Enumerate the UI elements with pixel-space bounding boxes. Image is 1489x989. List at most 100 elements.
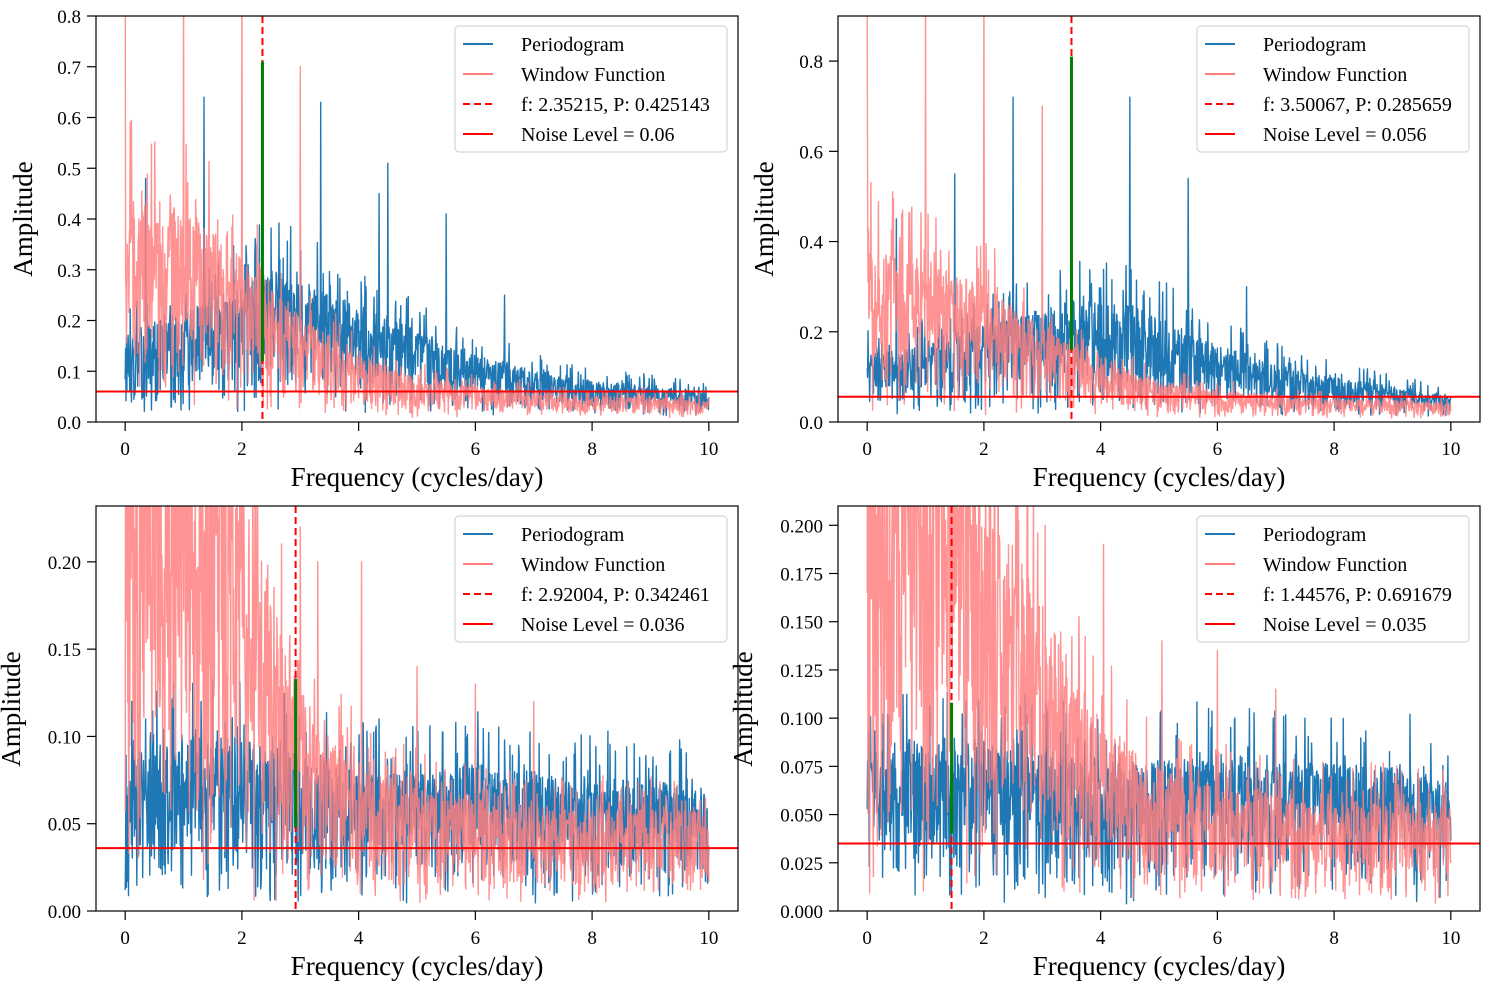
axes-frame bbox=[837, 505, 1481, 912]
y-tick-label: 0.6 bbox=[799, 142, 823, 163]
y-axis-label: Amplitude bbox=[0, 651, 26, 767]
x-axis-label: Frequency (cycles/day) bbox=[291, 951, 544, 981]
x-tick-label: 0 bbox=[862, 928, 872, 949]
y-tick-label: 0.2 bbox=[799, 323, 823, 344]
y-tick-label: 0.2 bbox=[57, 312, 81, 333]
y-tick-label: 0.4 bbox=[57, 210, 81, 231]
y-tick-label: 0.5 bbox=[57, 159, 81, 180]
legend-label: Periodogram bbox=[521, 34, 625, 56]
x-tick-label: 8 bbox=[587, 928, 597, 949]
x-tick-label: 4 bbox=[1096, 439, 1106, 460]
y-tick-label: 0.00 bbox=[48, 902, 81, 923]
y-tick-label: 0.150 bbox=[780, 613, 823, 634]
legend-label: f: 3.50067, P: 0.285659 bbox=[1263, 94, 1452, 116]
legend-label: f: 2.92004, P: 0.342461 bbox=[521, 584, 710, 606]
legend: Periodogram Window Function f: 2.92004, P:… bbox=[454, 515, 728, 643]
x-tick-label: 0 bbox=[120, 439, 130, 460]
x-tick-label: 6 bbox=[1213, 928, 1223, 949]
plot-area bbox=[838, 506, 1480, 911]
x-tick-label: 10 bbox=[1441, 928, 1460, 949]
y-tick-label: 0.000 bbox=[780, 902, 823, 923]
legend-label: Window Function bbox=[521, 64, 665, 86]
legend-label: Noise Level = 0.06 bbox=[521, 124, 674, 146]
legend-label: f: 2.35215, P: 0.425143 bbox=[521, 94, 710, 116]
window-function-line bbox=[124, 506, 710, 903]
subplot-top-right: 0 2 4 6 8 10 0.0 0.2 0.4 0.6 0.8 Frequency (cycles/… bbox=[749, 15, 1481, 492]
y-tick-label: 0.0 bbox=[57, 413, 81, 434]
subplot-top-left: 0 2 4 6 8 10 0.0 0.1 0.2 0.3 0.4 0.5 0.6 0.7 0.8 Freque… bbox=[8, 7, 739, 492]
y-tick-label: 0.175 bbox=[780, 565, 823, 586]
plot-area bbox=[96, 506, 738, 911]
x-tick-label: 10 bbox=[1441, 439, 1460, 460]
x-axis-label: Frequency (cycles/day) bbox=[1033, 462, 1286, 492]
legend-label: Noise Level = 0.056 bbox=[1263, 124, 1426, 146]
x-tick-label: 4 bbox=[1096, 928, 1106, 949]
axes-frame bbox=[95, 505, 739, 912]
x-tick-label: 8 bbox=[1329, 928, 1339, 949]
x-tick-label: 2 bbox=[237, 928, 247, 949]
legend: Periodogram Window Function f: 1.44576, P:… bbox=[1196, 515, 1470, 643]
axes-frame bbox=[837, 15, 1481, 423]
legend-label: Window Function bbox=[1263, 64, 1407, 86]
legend-box bbox=[1196, 25, 1470, 153]
y-tick-label: 0.3 bbox=[57, 261, 81, 282]
y-tick-label: 0.05 bbox=[48, 815, 81, 836]
y-tick-label: 0.10 bbox=[48, 727, 81, 748]
x-tick-label: 4 bbox=[354, 928, 364, 949]
y-tick-label: 0.025 bbox=[780, 854, 823, 875]
legend-label: Periodogram bbox=[521, 524, 625, 546]
y-tick-label: 0.7 bbox=[57, 58, 81, 79]
x-tick-label: 2 bbox=[979, 439, 989, 460]
periodogram-line bbox=[866, 96, 1452, 417]
y-tick-label: 0.8 bbox=[799, 52, 823, 73]
legend-box bbox=[454, 25, 728, 153]
y-tick-label: 0.1 bbox=[57, 362, 81, 383]
x-tick-label: 0 bbox=[862, 439, 872, 460]
legend-label: Window Function bbox=[521, 554, 665, 576]
y-tick-label: 0.8 bbox=[57, 7, 81, 28]
x-tick-label: 2 bbox=[237, 439, 247, 460]
legend-box bbox=[1196, 515, 1470, 643]
y-axis-label: Amplitude bbox=[8, 161, 38, 277]
legend-label: Periodogram bbox=[1263, 34, 1367, 56]
y-tick-label: 0.075 bbox=[780, 757, 823, 778]
x-tick-label: 0 bbox=[120, 928, 130, 949]
x-tick-label: 6 bbox=[1213, 439, 1223, 460]
x-tick-label: 6 bbox=[471, 928, 481, 949]
x-tick-label: 6 bbox=[471, 439, 481, 460]
y-tick-label: 0.4 bbox=[799, 233, 823, 254]
y-axis-label: Amplitude bbox=[728, 651, 758, 767]
legend-box bbox=[454, 515, 728, 643]
y-tick-label: 0.125 bbox=[780, 661, 823, 682]
legend-label: Noise Level = 0.036 bbox=[521, 614, 684, 636]
legend: Periodogram Window Function f: 3.50067, P:… bbox=[1196, 25, 1470, 153]
plot-area bbox=[838, 16, 1480, 422]
window-function-line bbox=[866, 506, 1452, 904]
legend-label: Noise Level = 0.035 bbox=[1263, 614, 1426, 636]
x-tick-label: 8 bbox=[587, 439, 597, 460]
y-tick-label: 0.050 bbox=[780, 806, 823, 827]
plot-area bbox=[96, 16, 738, 422]
legend: Periodogram Window Function f: 2.35215, P:… bbox=[454, 25, 728, 153]
x-tick-label: 8 bbox=[1329, 439, 1339, 460]
y-tick-label: 0.20 bbox=[48, 553, 81, 574]
x-tick-label: 10 bbox=[699, 928, 718, 949]
subplot-bottom-right: 0 2 4 6 8 10 0.000 0.025 0.050 0.075 0.100 0.125 0.1… bbox=[728, 505, 1481, 981]
x-tick-label: 4 bbox=[354, 439, 364, 460]
subplot-bottom-left: 0 2 4 6 8 10 0.00 0.05 0.10 0.15 0.20 Frequency (cy… bbox=[0, 505, 739, 981]
legend-label: f: 1.44576, P: 0.691679 bbox=[1263, 584, 1452, 606]
window-function-line bbox=[866, 16, 1452, 419]
y-tick-label: 0.6 bbox=[57, 109, 81, 130]
y-tick-label: 0.100 bbox=[780, 709, 823, 730]
y-tick-label: 0.15 bbox=[48, 640, 81, 661]
y-tick-label: 0.0 bbox=[799, 413, 823, 434]
window-function-line bbox=[124, 16, 710, 418]
legend-label: Periodogram bbox=[1263, 524, 1367, 546]
y-tick-label: 0.200 bbox=[780, 516, 823, 537]
x-tick-label: 10 bbox=[699, 439, 718, 460]
y-axis-label: Amplitude bbox=[749, 161, 779, 277]
legend-label: Window Function bbox=[1263, 554, 1407, 576]
x-axis-label: Frequency (cycles/day) bbox=[1033, 951, 1286, 981]
x-tick-label: 2 bbox=[979, 928, 989, 949]
